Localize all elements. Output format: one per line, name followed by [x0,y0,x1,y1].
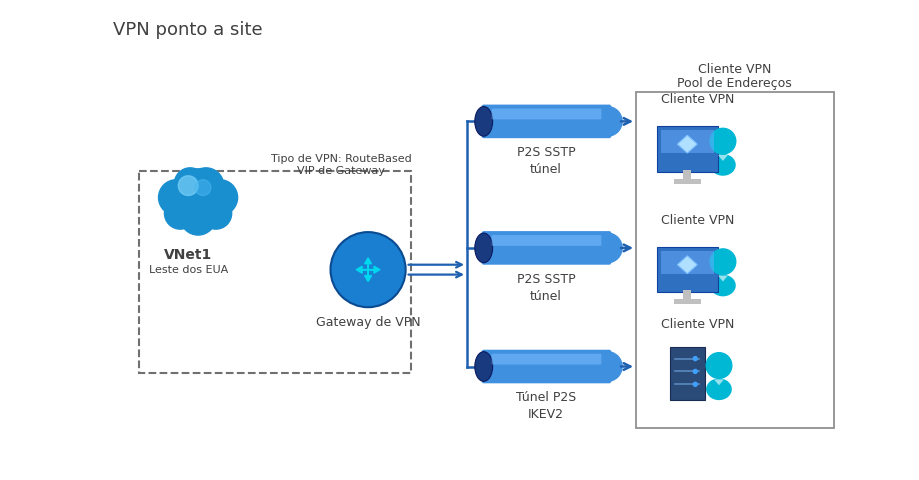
FancyBboxPatch shape [482,231,610,264]
Circle shape [199,197,232,229]
Text: Tipo de VPN: RouteBased: Tipo de VPN: RouteBased [271,154,412,164]
Ellipse shape [474,107,492,136]
FancyBboxPatch shape [482,350,610,384]
Text: P2S SSTP
túnel: P2S SSTP túnel [516,146,574,176]
Bar [683,170,690,180]
Ellipse shape [474,233,492,263]
Polygon shape [676,256,697,274]
Ellipse shape [709,154,735,176]
Text: P2S SSTP
túnel: P2S SSTP túnel [516,273,574,302]
FancyBboxPatch shape [482,105,610,138]
Text: Cliente VPN: Cliente VPN [660,317,733,331]
Circle shape [693,383,697,386]
Polygon shape [717,155,727,161]
Polygon shape [717,276,727,281]
FancyBboxPatch shape [660,251,713,274]
Text: Túnel P2S
IKEV2: Túnel P2S IKEV2 [516,391,575,421]
Circle shape [176,169,220,212]
Circle shape [188,168,223,204]
Circle shape [693,357,697,360]
FancyArrow shape [364,258,371,277]
FancyBboxPatch shape [656,247,717,292]
Text: VIP de Gateway: VIP de Gateway [297,166,385,176]
FancyBboxPatch shape [669,347,704,400]
Ellipse shape [706,378,731,400]
Bar [683,290,690,300]
Text: Leste dos EUA: Leste dos EUA [148,264,228,275]
Circle shape [178,176,198,195]
Bar [673,300,700,304]
Circle shape [592,107,621,136]
Circle shape [693,370,697,373]
Text: Pool de Endereços: Pool de Endereços [676,77,791,90]
Polygon shape [713,379,723,385]
Circle shape [330,232,405,307]
Ellipse shape [474,352,492,381]
Text: Cliente VPN: Cliente VPN [660,214,733,227]
Text: Cliente VPN: Cliente VPN [660,93,733,106]
FancyBboxPatch shape [656,126,717,172]
Circle shape [592,352,621,381]
Circle shape [202,180,237,216]
FancyArrow shape [364,262,371,281]
Ellipse shape [709,275,735,296]
Circle shape [158,180,194,216]
FancyArrow shape [356,266,376,273]
Text: Cliente VPN: Cliente VPN [698,63,771,76]
Circle shape [175,168,206,200]
Text: VNet1: VNet1 [164,248,212,262]
Bar [673,179,700,184]
FancyBboxPatch shape [660,130,713,153]
Circle shape [195,180,210,195]
Text: Gateway de VPN: Gateway de VPN [315,315,420,328]
Circle shape [592,233,621,263]
Circle shape [709,249,735,275]
Circle shape [706,353,731,378]
FancyArrow shape [359,266,380,273]
Circle shape [709,128,735,154]
FancyBboxPatch shape [491,108,601,120]
FancyBboxPatch shape [491,235,601,246]
Polygon shape [676,135,697,153]
Circle shape [165,197,196,229]
FancyBboxPatch shape [491,354,601,364]
Text: VPN ponto a site: VPN ponto a site [113,22,263,39]
Circle shape [180,200,216,235]
